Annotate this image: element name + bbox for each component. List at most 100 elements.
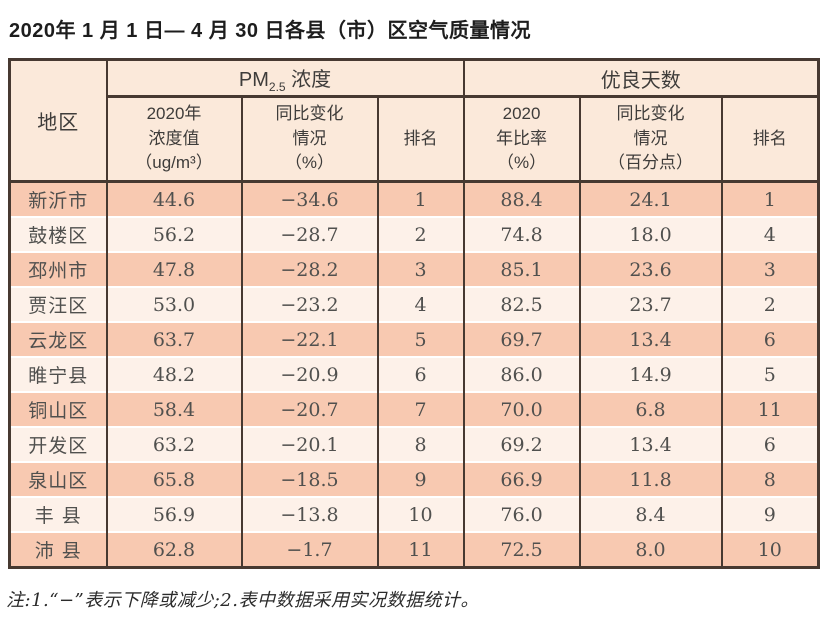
pm25-value-cell: 53.0	[105, 286, 243, 322]
pm25-value-cell: 56.2	[105, 216, 243, 252]
pm25-value-cell: 63.7	[105, 321, 243, 357]
table-row: 开发区 63.2 −20.1 8 69.2 13.4 6	[8, 426, 820, 462]
column-header-pm25-yoy-change: 同比变化 情况 （%）	[240, 95, 379, 183]
good-days-rate-cell: 70.0	[462, 391, 581, 427]
good-days-rate-cell: 66.9	[462, 461, 581, 497]
region-cell: 鼓楼区	[8, 216, 108, 252]
pm25-yoy-cell: −28.7	[240, 216, 379, 252]
header-sub-row: 2020年 浓度值 （ug/m³） 同比变化 情况 （%） 排名 2020 年比…	[10, 95, 820, 183]
good-days-rank-cell: 6	[720, 426, 820, 462]
column-header-pm25-2020-value: 2020年 浓度值 （ug/m³）	[105, 95, 243, 183]
good-days-yoy-cell: 13.4	[578, 321, 723, 357]
good-days-rank-cell: 10	[720, 531, 820, 568]
good-days-rank-cell: 4	[720, 216, 820, 252]
air-quality-table: 地区 PM2.5 浓度 优良天数 2020年 浓度值 （ug/m³） 同比变化 …	[8, 58, 821, 569]
table-row: 云龙区 63.7 −22.1 5 69.7 13.4 6	[8, 321, 820, 357]
good-days-yoy-cell: 8.4	[578, 496, 723, 532]
pm25-value-cell: 47.8	[105, 251, 243, 287]
table-row: 新沂市 44.6 −34.6 1 88.4 24.1 1	[8, 180, 820, 217]
pm25-yoy-cell: −22.1	[240, 321, 379, 357]
pm25-rank-cell: 5	[376, 321, 465, 357]
pm25-yoy-cell: −28.2	[240, 251, 379, 287]
region-cell: 睢宁县	[8, 356, 108, 392]
good-days-rate-cell: 82.5	[462, 286, 581, 322]
region-cell: 贾汪区	[8, 286, 108, 322]
table-row: 贾汪区 53.0 −23.2 4 82.5 23.7 2	[8, 286, 820, 322]
good-days-rank-cell: 2	[720, 286, 820, 322]
region-cell: 铜山区	[8, 391, 108, 427]
column-group-good-days: 优良天数	[462, 58, 820, 98]
region-cell: 开发区	[8, 426, 108, 462]
table-row: 泉山区 65.8 −18.5 9 66.9 11.8 8	[8, 461, 820, 497]
pm25-yoy-cell: −20.1	[240, 426, 379, 462]
table-header: 地区 PM2.5 浓度 优良天数 2020年 浓度值 （ug/m³） 同比变化 …	[8, 58, 820, 183]
table-row: 邳州市 47.8 −28.2 3 85.1 23.6 3	[8, 251, 820, 287]
good-days-yoy-cell: 23.7	[578, 286, 723, 322]
pm25-rank-cell: 2	[376, 216, 465, 252]
pm25-rank-cell: 6	[376, 356, 465, 392]
footnote: 注:1.“−”表示下降或减少;2.表中数据采用实况数据统计。	[6, 590, 479, 611]
region-cell: 沛 县	[8, 531, 108, 568]
pm25-rank-cell: 3	[376, 251, 465, 287]
header-group-row: 地区 PM2.5 浓度 优良天数	[8, 58, 820, 183]
pm25-yoy-cell: −20.7	[240, 391, 379, 427]
good-days-rank-cell: 3	[720, 251, 820, 287]
table-row: 丰 县 56.9 −13.8 10 76.0 8.4 9	[8, 496, 820, 532]
good-days-yoy-cell: 11.8	[578, 461, 723, 497]
good-days-yoy-cell: 14.9	[578, 356, 723, 392]
pm25-rank-cell: 11	[376, 531, 465, 568]
pm25-rank-cell: 1	[376, 180, 465, 217]
good-days-rank-cell: 6	[720, 321, 820, 357]
table-row: 鼓楼区 56.2 −28.7 2 74.8 18.0 4	[8, 216, 820, 252]
good-days-rate-cell: 86.0	[462, 356, 581, 392]
region-cell: 邳州市	[8, 251, 108, 287]
pm25-value-cell: 44.6	[105, 180, 243, 217]
pm25-label-suffix: 浓度	[285, 68, 332, 91]
pm25-value-cell: 56.9	[105, 496, 243, 532]
pm25-label-subscript: 2.5	[268, 79, 286, 94]
column-header-region: 地区	[8, 58, 108, 183]
pm25-yoy-cell: −34.6	[240, 180, 379, 217]
column-group-pm25: PM2.5 浓度	[105, 58, 465, 98]
good-days-yoy-cell: 13.4	[578, 426, 723, 462]
column-header-good-days-rate: 2020 年比率 （%）	[462, 95, 581, 183]
column-header-pm25-rank: 排名	[376, 95, 465, 183]
good-days-yoy-cell: 8.0	[578, 531, 723, 568]
column-header-good-days-yoy-change: 同比变化 情况 （百分点）	[578, 95, 723, 183]
pm25-value-cell: 58.4	[105, 391, 243, 427]
pm25-yoy-cell: −20.9	[240, 356, 379, 392]
good-days-rate-cell: 76.0	[462, 496, 581, 532]
region-cell: 丰 县	[8, 496, 108, 532]
pm25-label-prefix: PM	[238, 68, 269, 91]
good-days-rank-cell: 5	[720, 356, 820, 392]
good-days-rank-cell: 11	[720, 391, 820, 427]
good-days-yoy-cell: 6.8	[578, 391, 723, 427]
good-days-rate-cell: 85.1	[462, 251, 581, 287]
pm25-rank-cell: 4	[376, 286, 465, 322]
table-row: 睢宁县 48.2 −20.9 6 86.0 14.9 5	[8, 356, 820, 392]
pm25-yoy-cell: −13.8	[240, 496, 379, 532]
good-days-yoy-cell: 24.1	[578, 180, 723, 217]
region-cell: 云龙区	[8, 321, 108, 357]
pm25-rank-cell: 7	[376, 391, 465, 427]
good-days-rate-cell: 69.7	[462, 321, 581, 357]
pm25-yoy-cell: −1.7	[240, 531, 379, 568]
good-days-rate-cell: 69.2	[462, 426, 581, 462]
pm25-yoy-cell: −18.5	[240, 461, 379, 497]
region-cell: 新沂市	[8, 180, 108, 217]
pm25-value-cell: 62.8	[105, 531, 243, 568]
good-days-rate-cell: 74.8	[462, 216, 581, 252]
pm25-yoy-cell: −23.2	[240, 286, 379, 322]
good-days-rank-cell: 1	[720, 180, 820, 217]
table-row: 铜山区 58.4 −20.7 7 70.0 6.8 11	[8, 391, 820, 427]
pm25-value-cell: 65.8	[105, 461, 243, 497]
pm25-value-cell: 48.2	[105, 356, 243, 392]
pm25-rank-cell: 8	[376, 426, 465, 462]
table-row: 沛 县 62.8 −1.7 11 72.5 8.0 10	[8, 531, 820, 568]
good-days-rank-cell: 9	[720, 496, 820, 532]
good-days-yoy-cell: 18.0	[578, 216, 723, 252]
page-title: 2020年 1 月 1 日— 4 月 30 日各县（市）区空气质量情况	[9, 20, 532, 42]
pm25-rank-cell: 9	[376, 461, 465, 497]
good-days-rate-cell: 88.4	[462, 180, 581, 217]
